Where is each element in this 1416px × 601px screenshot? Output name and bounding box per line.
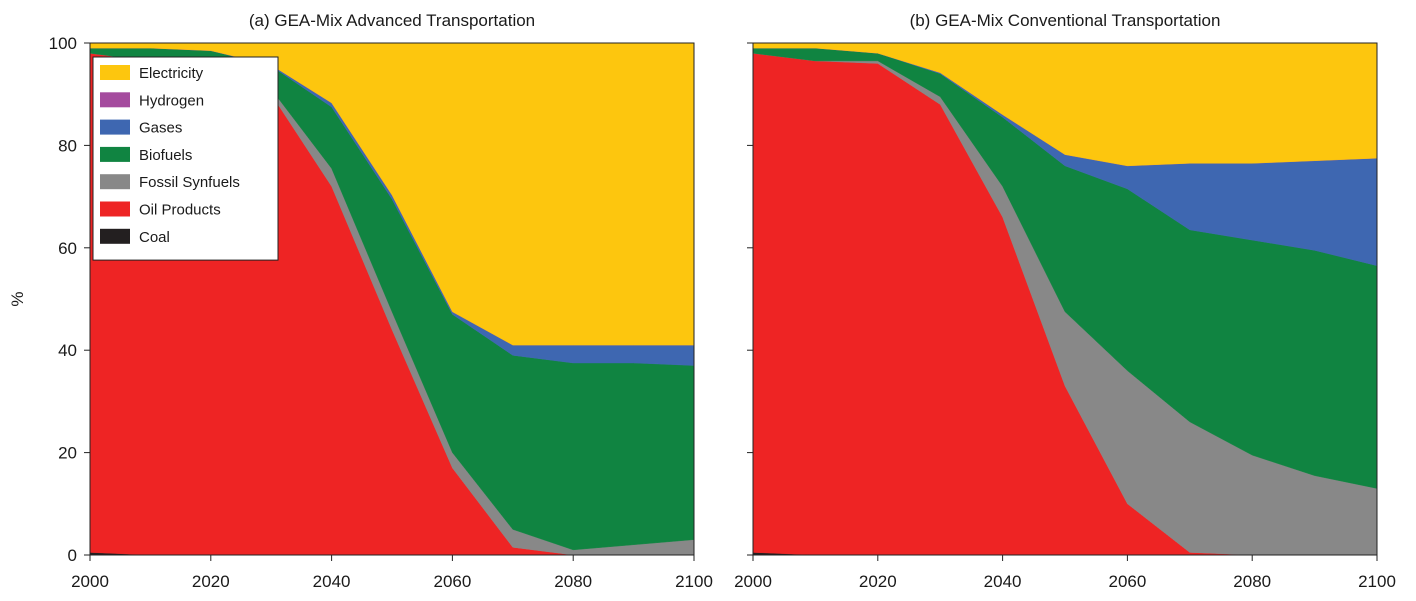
y-tick-label-60: 60 [58, 239, 77, 258]
legend-swatch-electricity [100, 65, 130, 80]
x-tick-label-2080: 2080 [1233, 572, 1271, 591]
axes: 2000 2020 2040 2060 2080 2100 [734, 42, 1396, 591]
legend-swatch-oil-products [100, 201, 130, 217]
legend-label-hydrogen: Hydrogen [139, 92, 204, 109]
x-tick-label-2020: 2020 [859, 572, 897, 591]
x-tick-label-2060: 2060 [1108, 572, 1146, 591]
legend-swatch-biofuels [100, 146, 130, 162]
x-tick-label-2020: 2020 [192, 572, 230, 591]
legend-label-oil-products: Oil Products [139, 202, 221, 219]
legend-swatch-fossil-synfuels [100, 174, 130, 190]
y-tick-label-20: 20 [58, 444, 77, 463]
chart-panel-conventional: (b) GEA-Mix Conventional Transportation … [734, 11, 1396, 591]
x-tick-label-2000: 2000 [734, 572, 772, 591]
x-tick-label-2060: 2060 [433, 572, 471, 591]
x-tick-label-2040: 2040 [984, 572, 1022, 591]
legend-label-fossil-synfuels: Fossil Synfuels [139, 174, 240, 191]
legend-swatch-gases [100, 119, 130, 135]
y-tick-label-80: 80 [58, 136, 77, 155]
chart-panel-advanced: (a) GEA-Mix Advanced Transportation % 20… [8, 11, 713, 591]
area-layers [752, 42, 1378, 556]
legend-label-coal: Coal [139, 229, 170, 246]
x-tick-label-2080: 2080 [554, 572, 592, 591]
x-tick-label-2000: 2000 [71, 572, 109, 591]
plot-frame [89, 42, 695, 556]
y-axis-label: % [8, 291, 27, 306]
legend-label-biofuels: Biofuels [139, 147, 192, 164]
chart-title-conventional: (b) GEA-Mix Conventional Transportation [910, 11, 1221, 30]
legend-swatch-hydrogen [100, 92, 130, 108]
y-tick-label-100: 100 [49, 34, 77, 53]
legend-label-electricity: Electricity [139, 65, 204, 82]
legend: Electricity Hydrogen Gases Biofuels Fossil S… [92, 56, 279, 261]
y-tick-label-40: 40 [58, 341, 77, 360]
legend-swatch-coal [100, 228, 130, 244]
x-tick-label-2100: 2100 [675, 572, 713, 591]
chart-title-advanced: (a) GEA-Mix Advanced Transportation [249, 11, 535, 30]
x-tick-label-2100: 2100 [1358, 572, 1396, 591]
plot-frame [752, 42, 1378, 556]
x-tick-label-2040: 2040 [313, 572, 351, 591]
y-tick-label-0: 0 [68, 546, 77, 565]
legend-label-gases: Gases [139, 120, 182, 137]
legend-box [92, 56, 279, 261]
